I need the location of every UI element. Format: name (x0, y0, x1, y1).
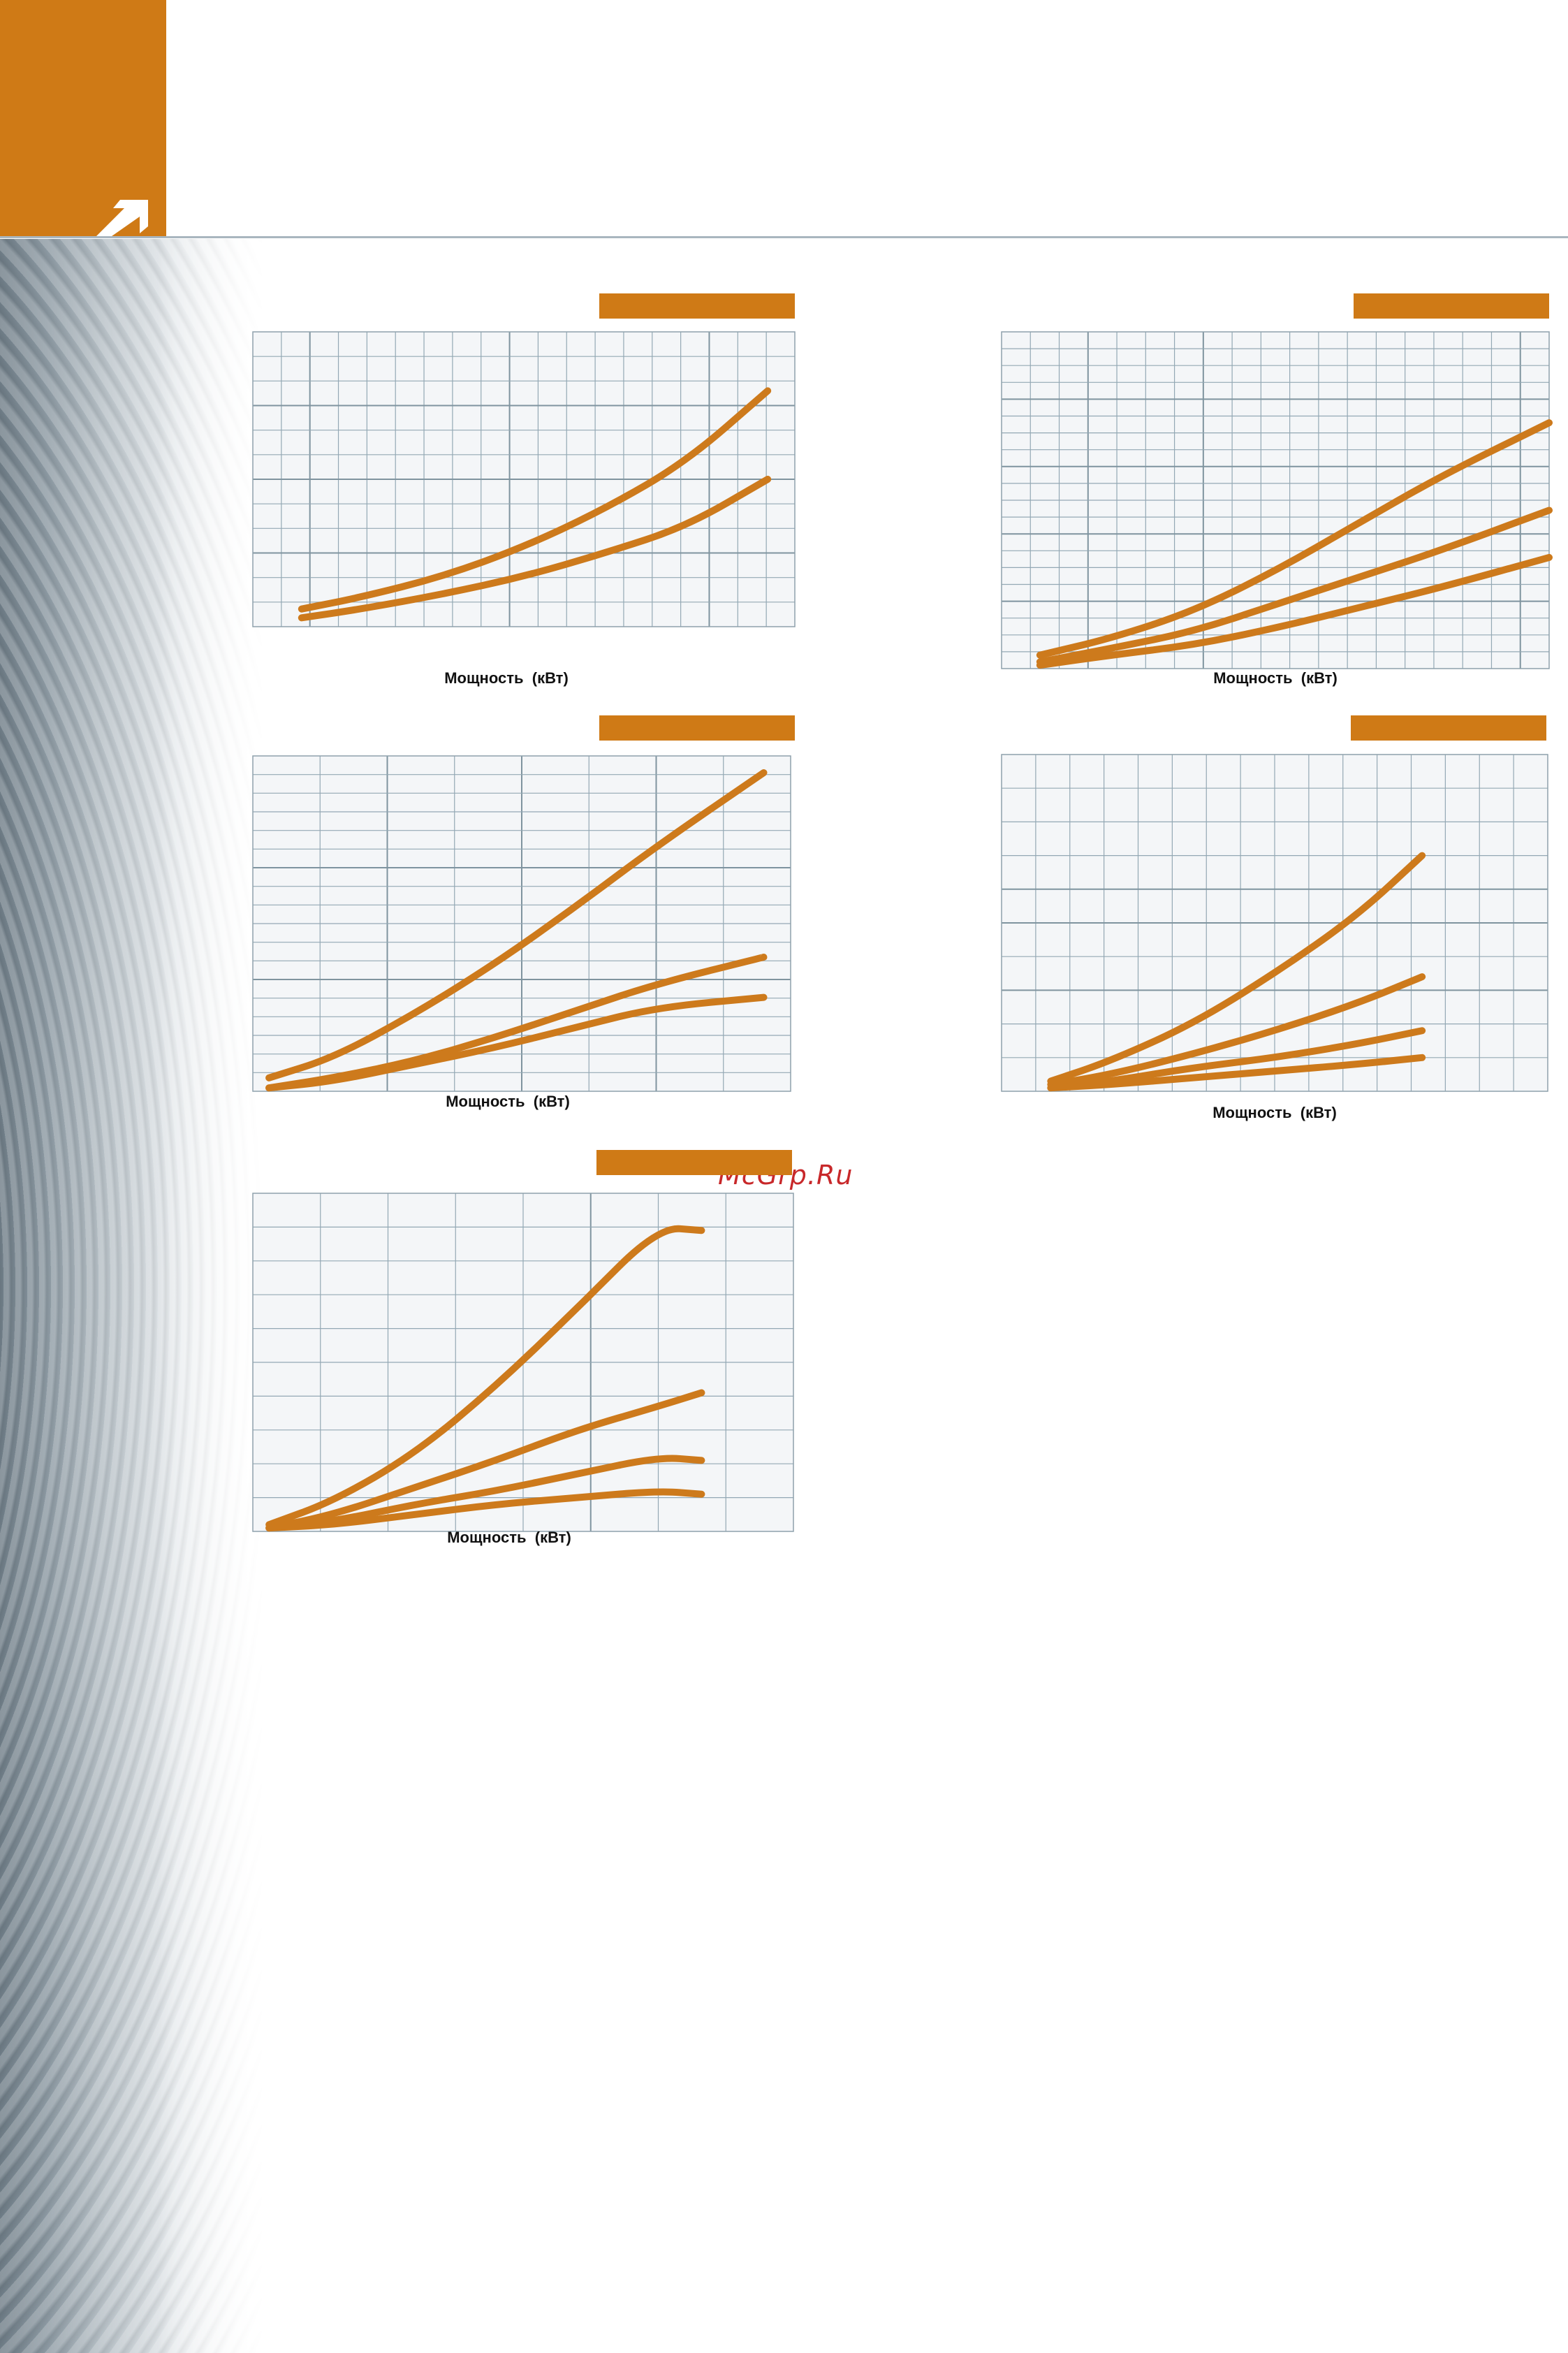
chart-plot-1 (252, 331, 796, 627)
series-line-3 (265, 993, 768, 1092)
x-axis-label: Мощность (кВт) (444, 669, 569, 687)
chart-title-bar (1354, 293, 1549, 319)
side-decorative-gradient (0, 239, 265, 2353)
chart-title-bar (1351, 715, 1546, 741)
plot-frame (1001, 331, 1550, 669)
x-axis-label: Мощность (кВт) (447, 1529, 571, 1546)
plot-frame (252, 755, 791, 1092)
x-axis-label: Мощность (кВт) (1213, 669, 1338, 687)
series-line-4 (265, 1488, 705, 1532)
chart-title-bar (599, 293, 795, 319)
plot-frame (252, 331, 796, 627)
plot-frame (252, 1193, 794, 1532)
x-axis-label: Мощность (кВт) (446, 1093, 570, 1110)
chart-plot-3 (252, 755, 791, 1092)
series-line-2 (1036, 507, 1553, 666)
chart-plot-2 (1001, 331, 1553, 669)
plot-frame (1001, 754, 1548, 1092)
series-line-1 (1036, 419, 1553, 659)
series-line-1 (265, 1225, 705, 1529)
series-line-1 (265, 769, 768, 1081)
series-line-2 (1047, 973, 1426, 1088)
x-axis-label: Мощность (кВт) (1212, 1104, 1337, 1121)
chart-plot-4 (1001, 754, 1548, 1092)
series-line-2 (298, 476, 772, 622)
chart-title-bar (599, 715, 795, 741)
header-accent-block (0, 0, 166, 236)
chart-plot-5 (252, 1193, 794, 1532)
series-line-1 (298, 387, 772, 613)
arrow-up-right-icon (96, 200, 148, 236)
series-line-1 (1047, 852, 1426, 1085)
series-line-4 (1047, 1054, 1426, 1092)
series-line-2 (265, 1389, 705, 1532)
chart-title-bar (596, 1150, 792, 1175)
header-divider (0, 236, 1568, 238)
series-line-3 (1036, 553, 1553, 669)
